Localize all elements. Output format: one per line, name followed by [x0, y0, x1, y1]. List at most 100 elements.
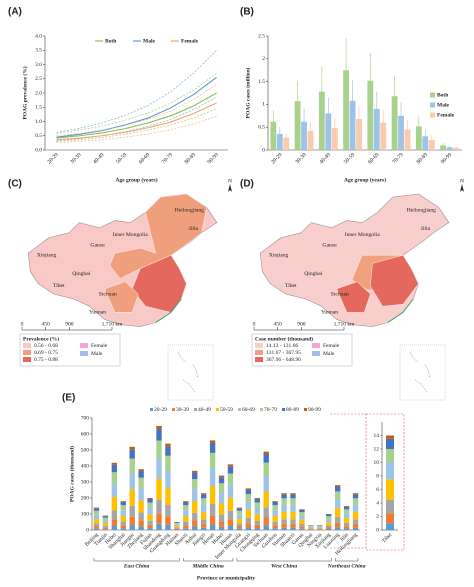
legend-box: [251, 333, 353, 367]
legend-label: 70-79: [264, 407, 277, 413]
y-tick-label: 1.0: [35, 119, 42, 125]
scale-label: 1,710 km: [334, 321, 356, 327]
bar-segment: [147, 520, 153, 525]
legend-label: 30-39: [176, 407, 189, 413]
bar-segment: [254, 502, 260, 508]
x-tick-label: Jilin: [339, 532, 350, 543]
x-tick-label: 90-99: [207, 152, 220, 165]
map-region: [104, 281, 139, 313]
y-tick-label: 3.0: [35, 62, 42, 68]
bar-segment: [263, 475, 269, 492]
bar-segment: [165, 443, 171, 447]
bar-segment: [111, 483, 118, 498]
bar-segment: [334, 491, 341, 500]
bar-segment: [386, 462, 394, 480]
bar-segment: [120, 515, 126, 522]
bar-segment: [254, 507, 260, 515]
bar-segment: [236, 508, 243, 511]
x-tick-label: 80-89: [416, 152, 429, 165]
bar-segment: [147, 502, 153, 508]
bar-segment: [326, 514, 332, 517]
bar-segment: [147, 507, 153, 515]
bar: [325, 113, 332, 150]
panel-label: (B): [240, 7, 254, 18]
bar-segment: [200, 498, 207, 505]
bar-segment: [290, 493, 296, 495]
bar-segment: [192, 470, 198, 473]
bar-segment: [174, 523, 180, 525]
bar: [276, 134, 283, 150]
bar-segment: [326, 518, 332, 523]
bar-segment: [147, 498, 153, 499]
bar-segment: [129, 525, 135, 530]
bar-segment: [308, 527, 314, 529]
legend-label: Male: [143, 38, 155, 44]
bar-segment: [165, 505, 171, 517]
bar-segment: [218, 526, 225, 530]
bar-segment: [290, 494, 296, 499]
bar-segment: [174, 522, 180, 524]
bar-segment: [352, 524, 359, 528]
bar-segment: [165, 470, 171, 488]
bar-segment: [245, 489, 252, 495]
bar-segment: [183, 521, 189, 526]
legend-swatch: [430, 102, 435, 108]
map-region: [370, 255, 419, 307]
bar-segment: [317, 526, 323, 528]
bar-segment: [111, 526, 118, 530]
legend-swatch: [430, 112, 435, 118]
north-label: N: [460, 178, 464, 184]
x-tick-label: Tibet: [381, 532, 394, 545]
legend-swatch: [23, 350, 31, 355]
legend-label: Female: [437, 112, 455, 118]
bar-segment: [299, 509, 305, 510]
legend-swatch: [255, 357, 263, 362]
ci-line: [56, 50, 217, 133]
x-tick-label: 30-39: [69, 152, 82, 165]
x-axis-label: Province or municipality: [197, 575, 255, 581]
line: [56, 92, 217, 139]
map: Xinjiang Tibet Qinghai Gansu Inner Mongolia H…: [27, 193, 218, 327]
bar-segment: [183, 510, 189, 516]
y-tick-label: 3.5: [35, 48, 42, 54]
bar-segment: [272, 528, 278, 530]
bar-segment: [209, 515, 216, 525]
bar-segment: [111, 462, 118, 465]
region-label: Yunnan: [321, 310, 338, 316]
bar: [373, 108, 380, 150]
x-tick-label: 70-79: [391, 152, 404, 165]
x-tick-label: 80-89: [184, 152, 197, 165]
bar-segment: [183, 501, 189, 502]
bar-segment: [209, 486, 216, 504]
legend-label: Female: [323, 343, 340, 349]
bar: [380, 122, 387, 150]
bar-segment: [299, 515, 305, 520]
bar-segment: [281, 504, 287, 512]
legend-swatch: [255, 350, 263, 355]
legend-box: [19, 333, 121, 367]
bar-segment: [263, 525, 269, 530]
bar-segment: [147, 524, 153, 529]
bar-segment: [263, 507, 269, 518]
bar: [283, 137, 290, 150]
legend-swatch: [150, 408, 153, 411]
bar-segment: [326, 525, 332, 528]
legend-swatch: [238, 408, 241, 411]
bar-segment: [343, 526, 350, 529]
y-tick-label: 1.5: [35, 105, 42, 111]
bar: [343, 70, 349, 150]
bar-segment: [254, 498, 260, 499]
bar-segment: [317, 525, 323, 527]
legend-swatch: [216, 408, 219, 411]
bar-segment: [120, 501, 126, 502]
bar-segment: [281, 498, 287, 505]
bar-segment: [111, 497, 118, 511]
group-bracket: [334, 558, 359, 562]
bar-segment: [386, 513, 394, 524]
bar-segment: [156, 426, 162, 430]
bar-segment: [192, 479, 198, 490]
y-tick-label: 8: [376, 473, 379, 479]
bar-segment: [192, 526, 198, 530]
bar-segment: [326, 516, 332, 519]
legend-label: 20-29: [154, 407, 167, 413]
